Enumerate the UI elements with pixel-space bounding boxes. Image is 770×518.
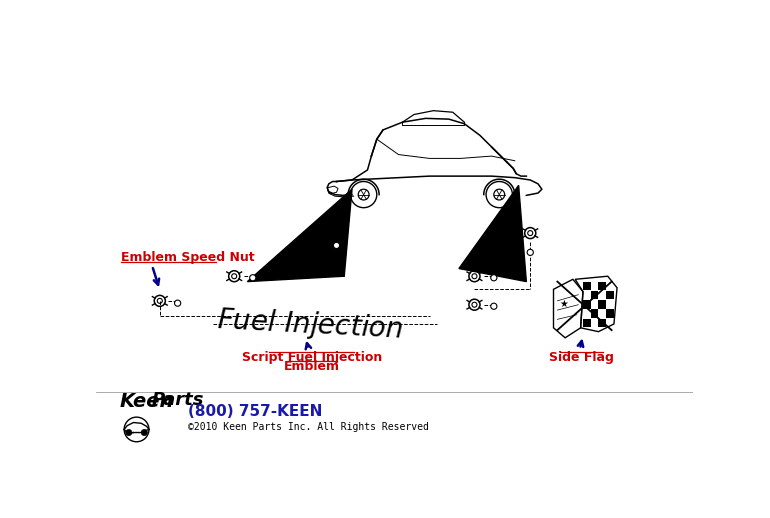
Bar [598, 300, 606, 309]
Bar [583, 319, 591, 327]
Text: $\mathit{Fuel\ Injection}$: $\mathit{Fuel\ Injection}$ [216, 304, 404, 346]
Bar [583, 300, 591, 309]
Text: Parts: Parts [152, 391, 205, 409]
Bar [583, 282, 591, 290]
Circle shape [490, 275, 497, 281]
Circle shape [249, 275, 256, 281]
Polygon shape [247, 189, 352, 282]
Bar [598, 319, 606, 327]
Text: Side Flag: Side Flag [549, 351, 614, 364]
Circle shape [333, 242, 340, 249]
Text: Emblem Speed Nut: Emblem Speed Nut [121, 251, 255, 264]
Bar [591, 291, 598, 299]
Bar [606, 309, 614, 318]
Text: Script Fuel Injection: Script Fuel Injection [242, 351, 382, 364]
Circle shape [126, 429, 132, 436]
Text: Emblem: Emblem [283, 360, 340, 373]
Circle shape [124, 417, 149, 442]
Circle shape [490, 303, 497, 309]
Text: Keen: Keen [119, 392, 174, 411]
Bar [591, 309, 598, 318]
Bar [598, 282, 606, 290]
Text: (800) 757-KEEN: (800) 757-KEEN [188, 405, 322, 420]
Polygon shape [459, 185, 527, 282]
Circle shape [175, 300, 181, 306]
Text: ©2010 Keen Parts Inc. All Rights Reserved: ©2010 Keen Parts Inc. All Rights Reserve… [188, 422, 429, 432]
Bar [606, 291, 614, 299]
Circle shape [141, 429, 147, 436]
Circle shape [527, 249, 534, 255]
Text: ★: ★ [560, 299, 568, 309]
